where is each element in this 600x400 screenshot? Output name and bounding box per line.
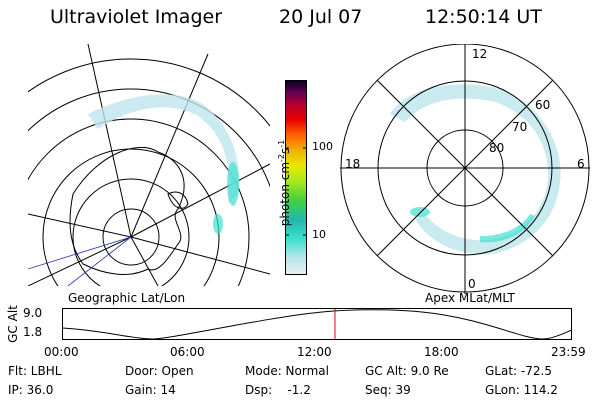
instrument-title: Ultraviolet Imager [50, 6, 223, 28]
geographic-map [28, 44, 270, 286]
mlt-label-12: 12 [472, 47, 488, 61]
colorbar-tick-100: 100 [312, 140, 333, 153]
gc-altitude-value: GC Alt: 9.0 Re [365, 364, 449, 378]
mlat-label-80: 80 [489, 141, 505, 155]
mlat-label-70: 70 [512, 120, 528, 134]
mlt-label-18: 18 [345, 157, 361, 171]
xtick-1800: 18:00 [424, 345, 459, 359]
flight-filter: Flt: LBHL [8, 364, 62, 378]
geo-latitude: GLat: -72.5 [485, 364, 552, 378]
mlt-label-6: 6 [577, 157, 585, 171]
geo-longitude: GLon: 114.2 [485, 383, 558, 397]
altitude-tick-low: 1.8 [23, 325, 43, 339]
xtick-1200: 12:00 [297, 345, 332, 359]
dsp-value: Dsp: -1.2 [245, 383, 311, 397]
sequence-value: Seq: 39 [365, 383, 411, 397]
xtick-0000: 00:00 [44, 345, 79, 359]
colorbar [285, 80, 307, 275]
time-label: 12:50:14 UT [425, 6, 542, 28]
gain-value: Gain: 14 [125, 383, 176, 397]
right-panel-caption: Apex MLat/MLT [425, 291, 515, 305]
altitude-plot [62, 308, 572, 340]
colorbar-tick-10: 10 [312, 228, 326, 241]
orbit-altitude-curve [62, 309, 572, 340]
mlat-label-60: 60 [535, 98, 551, 112]
door-status: Door: Open [125, 364, 194, 378]
left-panel-caption: Geographic Lat/Lon [68, 291, 186, 305]
ip-value: IP: 36.0 [8, 383, 54, 397]
colorbar-unit-label: photon cm-2s-1 [277, 139, 292, 227]
xtick-2359: 23:59 [551, 345, 586, 359]
altitude-axis-label: GC Alt [6, 305, 20, 343]
altitude-tick-high: 9.0 [23, 306, 43, 320]
apex-polar-map [340, 44, 590, 294]
date-label: 20 Jul 07 [279, 6, 363, 28]
mlt-label-0: 0 [468, 277, 476, 291]
xtick-0600: 06:00 [170, 345, 205, 359]
mode-value: Mode: Normal [245, 364, 329, 378]
